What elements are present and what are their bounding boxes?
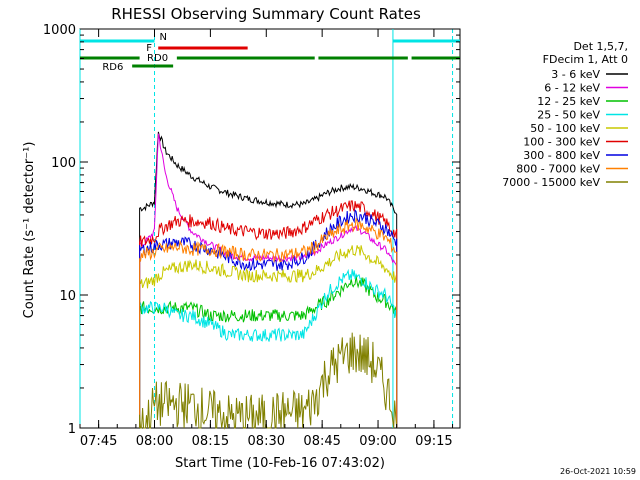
legend-label-3: 25 - 50 keV (537, 109, 600, 122)
legend-label-6: 300 - 800 keV (523, 149, 600, 162)
timestamp: 26-Oct-2021 10:59 (560, 467, 636, 476)
plot-frame (79, 28, 461, 429)
night-markers (79, 29, 454, 428)
legend-label-1: 6 - 12 keV (544, 82, 600, 95)
x-tick-label-1: 08:00 (136, 434, 173, 449)
legend-label-5: 100 - 300 keV (523, 136, 600, 149)
axes: 07:45 08:00 08:15 08:30 08:45 09:00 09:15 1 10 10… (43, 23, 460, 449)
series-line-5 (139, 200, 398, 428)
y-tick-label-1: 10 (59, 289, 76, 304)
x-tick-label-0: 07:45 (80, 434, 117, 449)
flag-label-rd0: RD0 (147, 53, 168, 64)
legend-label-7: 800 - 7000 keV (516, 163, 600, 176)
y-axis-label: Count Rate (s⁻¹ detector⁻¹) (22, 142, 37, 319)
legend-header-line-2: FDecim 1, Att 0 (543, 53, 628, 66)
legend-label-4: 50 - 100 keV (530, 122, 600, 135)
series-line-3 (139, 268, 398, 428)
flag-label-rd6: RD6 (102, 62, 123, 73)
y-tick-label-0: 1 (68, 422, 76, 437)
legend-label-2: 12 - 25 keV (537, 95, 600, 108)
series-line-1 (139, 133, 398, 428)
series-layer (139, 131, 398, 430)
x-tick-label-6: 09:15 (415, 434, 452, 449)
x-tick-label-5: 09:00 (359, 434, 396, 449)
series-line-4 (139, 245, 398, 428)
flag-label-n: N (160, 32, 167, 43)
x-tick-label-2: 08:15 (192, 434, 229, 449)
series-line-8 (139, 332, 398, 430)
flag-label-f: F (146, 43, 152, 54)
series-line-7 (139, 217, 398, 428)
x-tick-label-3: 08:30 (248, 434, 285, 449)
chart-title: RHESSI Observing Summary Count Rates (111, 5, 421, 23)
legend-label-8: 7000 - 15000 keV (502, 176, 600, 189)
series-line-0 (139, 131, 398, 428)
legend-header-line-1: Det 1,5,7, (573, 40, 628, 53)
x-tick-label-4: 08:45 (303, 434, 340, 449)
y-tick-label-2: 100 (51, 156, 76, 171)
legend-label-0: 3 - 6 keV (551, 68, 600, 81)
y-tick-label-3: 1000 (43, 23, 76, 38)
series-line-6 (139, 209, 398, 428)
x-axis-label: Start Time (10-Feb-16 07:43:02) (175, 456, 385, 471)
series-line-2 (139, 275, 398, 428)
